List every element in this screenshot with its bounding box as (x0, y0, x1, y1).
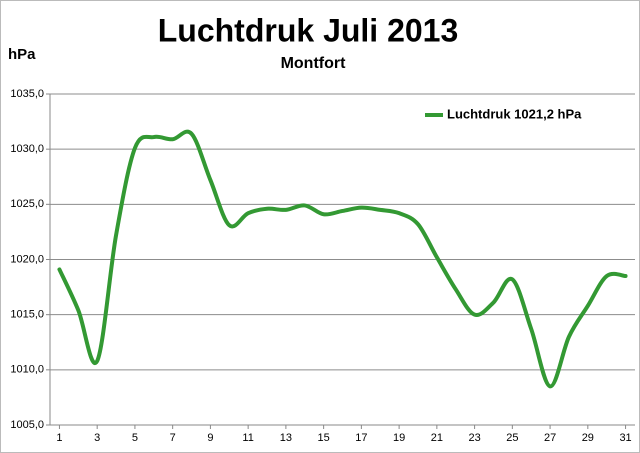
y-tick-label: 1035,0 (10, 88, 44, 100)
y-tick-label: 1030,0 (10, 143, 44, 155)
x-tick-label: 13 (280, 432, 292, 444)
x-tick-label: 31 (619, 432, 631, 444)
chart-title: Luchtdruk Juli 2013 (158, 12, 459, 48)
x-tick-label: 1 (56, 432, 62, 444)
data-line (57, 129, 628, 389)
y-axis-label: hPa (8, 46, 36, 63)
x-tick-label: 7 (170, 432, 176, 444)
y-tick-label: 1010,0 (10, 364, 44, 376)
x-tick-label: 29 (582, 432, 594, 444)
chart-subtitle: Montfort (281, 55, 347, 72)
x-tick-label: 25 (506, 432, 518, 444)
x-tick-label: 5 (132, 432, 138, 444)
legend-label: Luchtdruk 1021,2 hPa (447, 106, 582, 121)
y-tick-label: 1015,0 (10, 309, 44, 321)
x-tick-label: 3 (94, 432, 100, 444)
x-tick-label: 23 (468, 432, 480, 444)
x-tick-label: 17 (355, 432, 367, 444)
x-tick-label: 15 (318, 432, 330, 444)
y-tick-label: 1020,0 (10, 253, 44, 265)
x-tick-label: 27 (544, 432, 556, 444)
x-tick-label: 19 (393, 432, 405, 444)
y-tick-label: 1005,0 (10, 419, 44, 431)
x-tick-label: 21 (431, 432, 443, 444)
y-tick-label: 1025,0 (10, 198, 44, 210)
x-tick-label: 9 (207, 432, 213, 444)
x-tick-label: 11 (242, 432, 253, 444)
